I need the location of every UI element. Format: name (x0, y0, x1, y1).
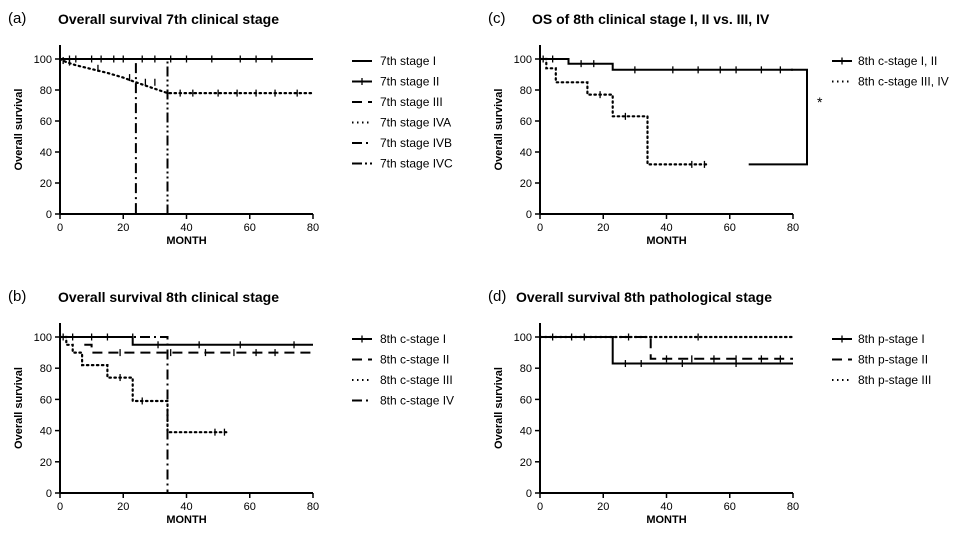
x-tick-label: 20 (597, 222, 609, 234)
legend-label: 8th c-stage IV (380, 394, 454, 408)
series-line-4 (60, 58, 137, 214)
panel-label: (c) (488, 10, 506, 27)
series-line-0 (60, 336, 313, 346)
y-axis-label: Overall survival (13, 89, 25, 171)
y-axis-label: Overall survival (13, 367, 25, 449)
series-line-3 (58, 57, 315, 95)
legend-label: 8th c-stage I (380, 332, 446, 346)
y-tick-label: 60 (520, 116, 532, 128)
series-line-3 (60, 336, 169, 493)
chart-title: OS of 8th clinical stage I, II vs. III, … (532, 11, 770, 27)
legend-label: 7th stage I (380, 54, 436, 68)
y-tick-label: 0 (526, 209, 532, 221)
y-tick-label: 60 (40, 394, 52, 406)
legend-label: 7th stage IVA (380, 116, 451, 130)
chart-title: Overall survival 8th pathological stage (516, 289, 772, 305)
chart-title: Overall survival 7th clinical stage (58, 11, 279, 27)
legend-label: 7th stage IVC (380, 157, 453, 171)
series-line-2 (58, 335, 229, 434)
legend-label: 8th p-stage II (858, 353, 928, 367)
x-tick-label: 40 (660, 501, 672, 513)
legend-label: 8th c-stage III, IV (858, 75, 949, 89)
x-axis-label: MONTH (166, 235, 206, 247)
x-tick-label: 0 (537, 222, 543, 234)
panel-label: (b) (8, 288, 26, 305)
y-tick-label: 80 (40, 363, 52, 375)
x-axis-label: MONTH (166, 514, 206, 526)
x-tick-label: 40 (180, 501, 192, 513)
y-tick-label: 80 (520, 85, 532, 97)
y-axis-label: Overall survival (493, 367, 505, 449)
chart-panel-2: (c) OS of 8th clinical stage I, II vs. II… (488, 10, 949, 247)
legend-label: 8th p-stage I (858, 332, 925, 346)
y-axis-label: Overall survival (493, 89, 505, 171)
panel-label: (d) (488, 288, 506, 305)
legend-label: 8th p-stage III (858, 373, 931, 387)
series-line-5 (60, 58, 169, 214)
x-tick-label: 80 (787, 501, 799, 513)
legend-label: 7th stage IVB (380, 136, 452, 150)
y-tick-label: 40 (520, 147, 532, 159)
y-tick-label: 20 (40, 457, 52, 469)
legend-label: 8th c-stage I, II (858, 54, 937, 68)
y-tick-label: 100 (514, 332, 532, 344)
chart-panel-1: (b) Overall survival 8th clinical stage 0 2… (8, 288, 454, 526)
x-axis-label: MONTH (646, 235, 686, 247)
y-tick-label: 40 (40, 426, 52, 438)
y-tick-label: 20 (520, 178, 532, 190)
x-tick-label: 0 (57, 222, 63, 234)
x-tick-label: 60 (244, 222, 256, 234)
x-tick-label: 20 (597, 501, 609, 513)
x-tick-label: 60 (724, 501, 736, 513)
y-tick-label: 60 (520, 394, 532, 406)
y-tick-label: 20 (40, 178, 52, 190)
significance-bracket (748, 68, 808, 166)
y-tick-label: 100 (34, 332, 52, 344)
x-tick-label: 80 (307, 501, 319, 513)
x-tick-label: 80 (787, 222, 799, 234)
x-tick-label: 0 (57, 501, 63, 513)
y-tick-label: 40 (520, 426, 532, 438)
chart-panel-3: (d) Overall survival 8th pathological sta… (488, 288, 931, 526)
x-tick-label: 60 (244, 501, 256, 513)
legend-label: 8th c-stage II (380, 353, 449, 367)
panel-label: (a) (8, 10, 26, 27)
x-tick-label: 60 (724, 222, 736, 234)
x-tick-label: 40 (180, 222, 192, 234)
legend-label: 8th c-stage III (380, 373, 453, 387)
y-tick-label: 80 (40, 85, 52, 97)
y-tick-label: 100 (34, 54, 52, 66)
y-tick-label: 60 (40, 116, 52, 128)
y-tick-label: 40 (40, 147, 52, 159)
series-line-1 (538, 57, 709, 166)
x-axis-label: MONTH (646, 514, 686, 526)
x-tick-label: 20 (117, 501, 129, 513)
x-tick-label: 0 (537, 501, 543, 513)
significance-asterisk: * (817, 94, 823, 110)
chart-title: Overall survival 8th clinical stage (58, 289, 279, 305)
x-tick-label: 20 (117, 222, 129, 234)
legend-label: 7th stage III (380, 95, 443, 109)
x-tick-label: 80 (307, 222, 319, 234)
y-tick-label: 100 (514, 54, 532, 66)
series-line-0 (540, 58, 793, 71)
y-tick-label: 80 (520, 363, 532, 375)
y-tick-label: 0 (526, 488, 532, 500)
x-tick-label: 40 (660, 222, 672, 234)
y-tick-label: 0 (46, 209, 52, 221)
y-tick-label: 20 (520, 457, 532, 469)
y-tick-label: 0 (46, 488, 52, 500)
chart-panel-0: (a) Overall survival 7th clinical stage 0 2… (8, 10, 453, 247)
legend-label: 7th stage II (380, 75, 439, 89)
